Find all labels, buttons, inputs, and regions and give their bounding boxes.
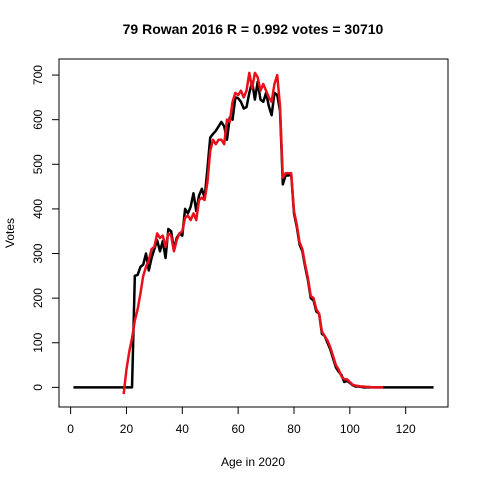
- x-tick-label: 60: [231, 422, 245, 436]
- y-axis-label: Votes: [3, 218, 17, 248]
- chart-title: 79 Rowan 2016 R = 0.992 votes = 30710: [123, 21, 384, 37]
- y-tick-label: 700: [31, 65, 45, 85]
- x-tick-label: 0: [67, 422, 74, 436]
- y-tick-label: 400: [31, 199, 45, 219]
- x-axis-label: Age in 2020: [221, 455, 285, 469]
- y-tick-label: 500: [31, 154, 45, 174]
- y-tick-label: 600: [31, 109, 45, 129]
- x-tick-label: 120: [396, 422, 416, 436]
- data-line: [73, 80, 434, 389]
- y-tick-label: 0: [31, 384, 45, 391]
- plot-frame: [58, 58, 449, 408]
- y-tick-label: 100: [31, 332, 45, 352]
- x-tick-label: 100: [340, 422, 360, 436]
- x-tick-label: 20: [120, 422, 134, 436]
- data-line: [122, 71, 384, 395]
- x-tick-label: 80: [287, 422, 301, 436]
- x-tick-label: 40: [176, 422, 190, 436]
- y-tick-label: 300: [31, 243, 45, 263]
- y-tick-label: 200: [31, 288, 45, 308]
